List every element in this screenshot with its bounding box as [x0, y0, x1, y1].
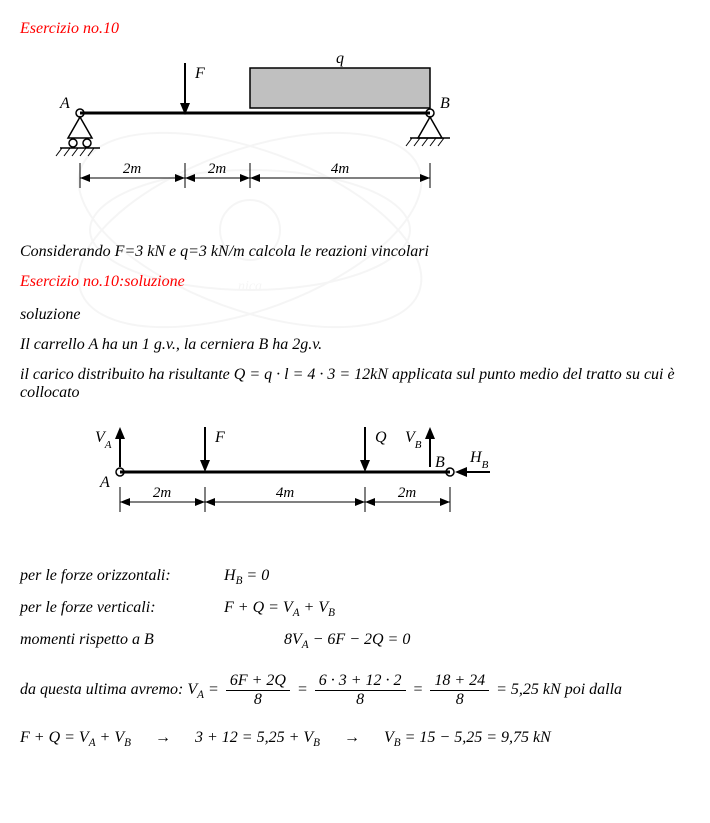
result: = 5,25 kN [496, 681, 561, 698]
svg-text:2m: 2m [123, 161, 142, 177]
vb-derivation: F + Q = VA + VB → 3 + 12 = 5,25 + VB → V… [20, 729, 690, 749]
svg-text:B: B [440, 95, 450, 112]
text-part: poi dalla [565, 681, 622, 698]
eq-label: per le forze orizzontali: [20, 567, 220, 585]
exercise-title: Esercizio no.10 [20, 20, 690, 38]
distributed-load-statement: il carico distribuito ha risultante Q = … [20, 366, 690, 402]
dof-statement: Il carrello A ha un 1 g.v., la cerniera … [20, 336, 690, 354]
svg-text:2m: 2m [153, 485, 172, 501]
diagram-2: VA A F Q VB B HB 2m 4m [20, 417, 690, 552]
arrow-icon: → [344, 729, 360, 747]
svg-text:F: F [194, 65, 205, 82]
equation-inline: Q = q · l = 4 · 3 = 12kN [234, 366, 388, 383]
eq-formula: 8VA − 6F − 2Q = 0 [284, 631, 410, 648]
va-derivation: da questa ultima avremo: VA = 6F + 2Q 8 … [20, 672, 690, 709]
arrow-icon: → [155, 729, 171, 747]
svg-text:F: F [214, 429, 225, 446]
svg-text:Q: Q [375, 429, 387, 446]
eq-label: momenti rispetto a B [20, 631, 220, 649]
svg-text:4m: 4m [276, 485, 295, 501]
text-part: il carico distribuito ha risultante [20, 366, 234, 383]
solution-label: soluzione [20, 306, 690, 324]
svg-text:HB: HB [469, 449, 489, 471]
text-part: da questa ultima avremo: [20, 681, 187, 698]
eq-formula: F + Q = VA + VB [224, 599, 335, 616]
equilibrium-vertical: per le forze verticali: F + Q = VA + VB [20, 599, 690, 619]
svg-text:VA: VA [95, 429, 112, 451]
svg-text:A: A [99, 474, 110, 491]
problem-statement: Considerando F=3 kN e q=3 kN/m calcola l… [20, 243, 690, 261]
svg-text:q: q [336, 53, 344, 67]
svg-text:B: B [435, 454, 445, 471]
equilibrium-horizontal: per le forze orizzontali: HB = 0 [20, 567, 690, 587]
svg-text:2m: 2m [208, 161, 227, 177]
fraction-3: 18 + 24 8 [430, 672, 489, 709]
equilibrium-moments: momenti rispetto a B 8VA − 6F − 2Q = 0 [20, 631, 690, 651]
fraction-1: 6F + 2Q 8 [226, 672, 290, 709]
eq-part: VB = 15 − 5,25 = 9,75 kN [384, 729, 551, 746]
eq-formula: HB = 0 [224, 567, 269, 584]
svg-text:4m: 4m [331, 161, 350, 177]
va-symbol: VA = [187, 681, 222, 698]
eq-part: F + Q = VA + VB [20, 729, 131, 746]
svg-text:VB: VB [405, 429, 422, 451]
fraction-2: 6 · 3 + 12 · 2 8 [315, 672, 406, 709]
eq-label: per le forze verticali: [20, 599, 220, 617]
diagram-1: q F A B 2m [20, 53, 690, 228]
eq-part: 3 + 12 = 5,25 + VB [195, 729, 320, 746]
svg-text:2m: 2m [398, 485, 417, 501]
solution-title: Esercizio no.10:soluzione [20, 273, 690, 291]
svg-text:A: A [59, 95, 70, 112]
